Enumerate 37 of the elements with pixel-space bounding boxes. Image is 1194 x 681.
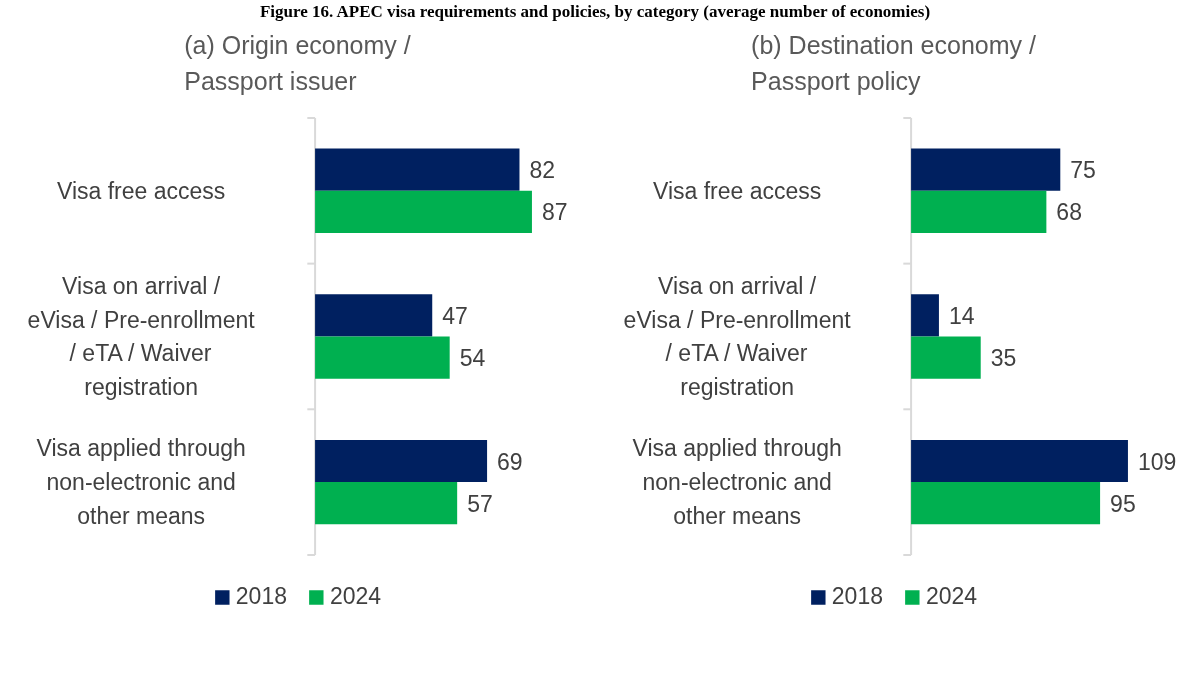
bar [911, 191, 1047, 234]
legend-label: 2024 [330, 583, 382, 611]
y-tick-label: Visa applied through non-electronic and other means [36, 435, 246, 530]
chart-title: (a) Origin economy / Passport issuer [184, 31, 411, 96]
data-label: 75 [1070, 157, 1096, 184]
bar [315, 148, 520, 192]
data-label: 47 [442, 303, 468, 330]
y-tick-label: Visa on arrival / eVisa / Pre-enrollment / eTA / Waiver registration [27, 273, 256, 401]
data-label: 68 [1056, 199, 1082, 226]
bar [911, 148, 1061, 192]
data-label: 14 [948, 303, 975, 330]
data-label: 87 [541, 199, 568, 226]
data-label: 82 [529, 157, 556, 184]
caption: Figure 16. APEC visa requirements and policies, by category (average number of economies) [259, 1, 931, 23]
data-label: 54 [459, 345, 486, 372]
y-tick-label: Visa on arrival / eVisa / Pre-enrollment / eTA / Waiver registration [623, 273, 852, 401]
chart-title: (b) Destination economy / Passport policy [751, 31, 1036, 96]
bar [315, 440, 488, 483]
legend-label: 2018 [831, 583, 883, 611]
data-label: 69 [497, 448, 523, 475]
data-label: 95 [1110, 491, 1136, 518]
bar [911, 482, 1101, 525]
y-tick-label: Visa applied through non-electronic and other means [632, 435, 842, 530]
bar [315, 294, 433, 337]
bar [911, 294, 939, 337]
data-label: 35 [990, 345, 1017, 372]
y-tick-label: Visa free access [56, 178, 226, 205]
y-tick-label: Visa free access [652, 178, 822, 205]
bar [911, 440, 1128, 483]
legend-label: 2018 [235, 583, 287, 611]
bar [315, 482, 458, 525]
bar [315, 191, 532, 234]
legend-label: 2024 [926, 583, 978, 611]
data-label: 109 [1137, 448, 1177, 475]
bar [315, 336, 450, 379]
data-label: 57 [467, 491, 493, 518]
bar [911, 336, 981, 379]
